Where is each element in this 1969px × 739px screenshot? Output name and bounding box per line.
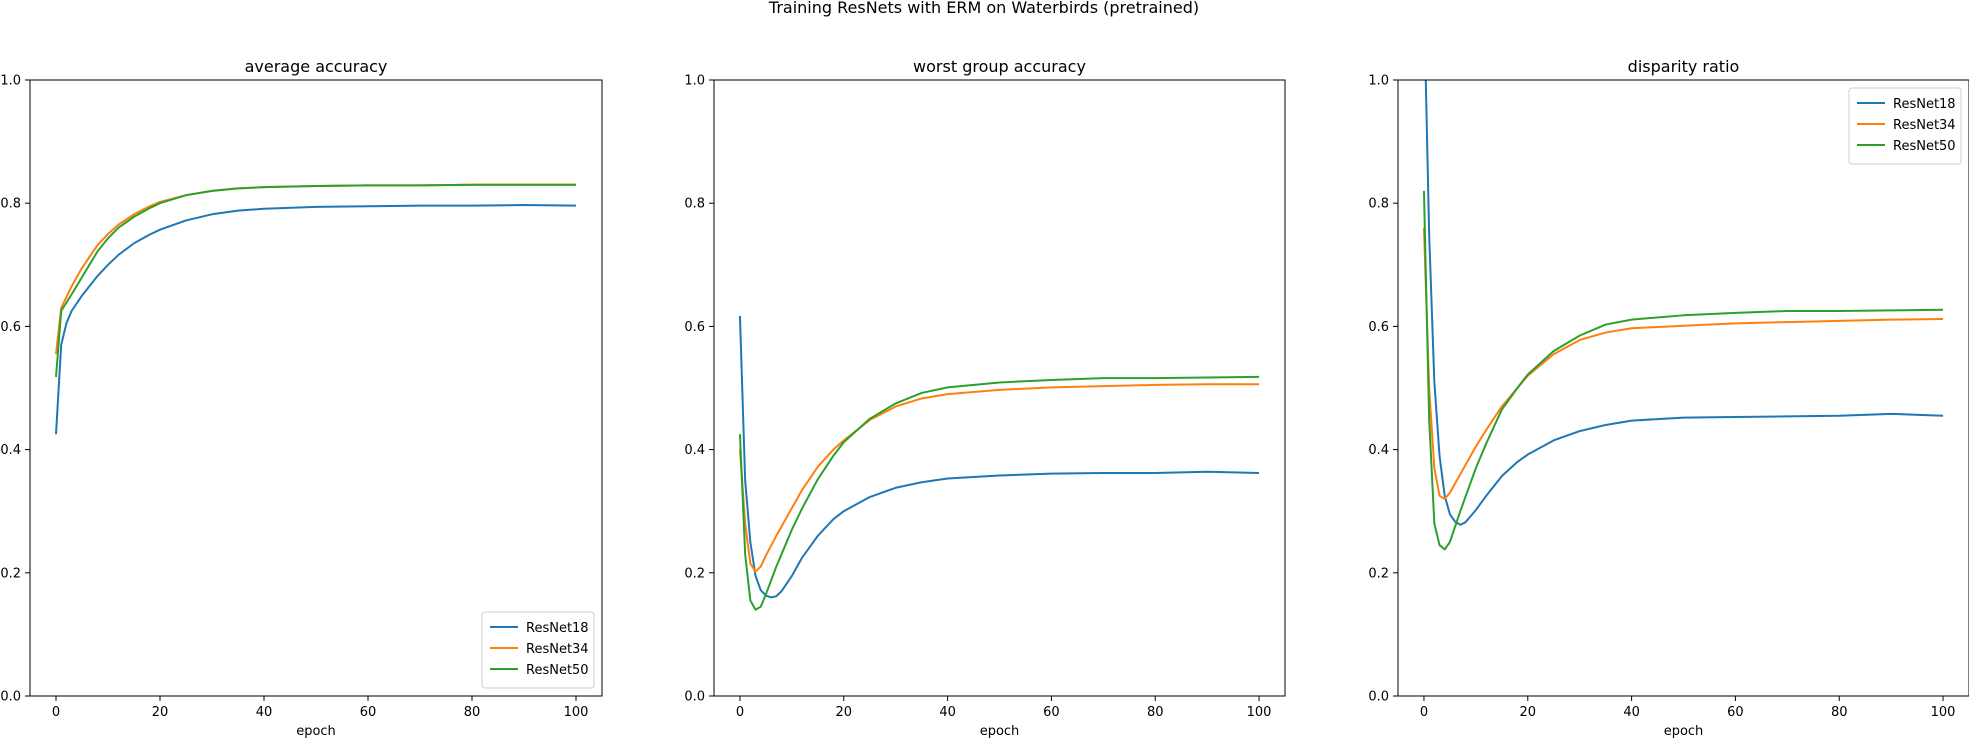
x-tick-label: 80 — [1147, 705, 1164, 720]
chart-panel-2: worst group accuracy 0 20 40 60 80 100 0.0 0.2 0.… — [684, 57, 1286, 739]
series-line-resnet18 — [55, 204, 577, 435]
x-tick-label: 60 — [1727, 705, 1744, 720]
chart-title: disparity ratio — [1628, 57, 1740, 76]
legend: ResNet18 ResNet34 ResNet50 — [1848, 87, 1962, 165]
y-tick-label: 1.0 — [1368, 74, 1389, 89]
y-tick-label: 0.0 — [0, 690, 21, 705]
y-tick-label: 0.8 — [684, 197, 705, 212]
legend-label-resnet18: ResNet18 — [526, 621, 589, 636]
y-tick-label: 0.2 — [684, 566, 705, 581]
y-tick-label: 1.0 — [684, 74, 705, 89]
y-tick-label: 0.0 — [1368, 690, 1389, 705]
chart-title: average accuracy — [245, 57, 388, 76]
y-tick-label: 0.6 — [0, 320, 21, 335]
y-tick-label: 0.4 — [684, 443, 705, 458]
series-line-resnet34 — [1422, 227, 1944, 500]
legend-label-resnet50: ResNet50 — [526, 663, 589, 678]
y-tick-label: 0.2 — [1368, 566, 1389, 581]
y-tick-label: 0.8 — [0, 197, 21, 212]
series-group — [738, 315, 1260, 611]
figure-suptitle: Training ResNets with ERM on Waterbirds … — [768, 0, 1199, 17]
chart-panel-3: disparity ratio 0 20 40 60 80 100 0.0 0.2 0.4 0.6 0… — [1368, 57, 1969, 739]
series-group — [55, 183, 577, 435]
x-tick-label: 60 — [360, 705, 377, 720]
series-line-resnet50 — [55, 183, 576, 377]
x-axis-label: epoch — [296, 724, 336, 739]
x-tick-label: 20 — [835, 705, 852, 720]
x-tick-label: 100 — [564, 705, 589, 720]
x-axis-label: epoch — [980, 724, 1020, 739]
axes-frame — [29, 79, 603, 697]
x-tick-label: 100 — [1247, 705, 1272, 720]
x-tick-label: 80 — [464, 705, 481, 720]
y-tick-label: 0.2 — [0, 566, 21, 581]
x-tick-label: 60 — [1043, 705, 1060, 720]
legend-label-resnet34: ResNet34 — [526, 642, 589, 657]
series-line-resnet18 — [738, 315, 1260, 599]
x-tick-label: 20 — [152, 705, 169, 720]
y-tick-label: 0.4 — [0, 443, 21, 458]
legend-label-resnet34: ResNet34 — [1893, 118, 1956, 133]
series-group — [1422, 80, 1944, 551]
charts-container: average accuracy 0 20 40 60 80 100 0.0 0.2 0.4 0.6… — [0, 57, 1969, 739]
legend: ResNet18 ResNet34 ResNet50 — [481, 611, 595, 689]
axes-frame — [1397, 79, 1969, 697]
series-line-resnet34 — [738, 383, 1260, 573]
chart-panel-1: average accuracy 0 20 40 60 80 100 0.0 0.2 0.4 0.6… — [0, 57, 603, 739]
series-line-resnet50 — [738, 375, 1260, 611]
y-tick-label: 0.4 — [1368, 443, 1389, 458]
x-tick-label: 40 — [939, 705, 956, 720]
series-line-resnet18 — [1424, 80, 1944, 526]
axes-frame — [713, 79, 1286, 697]
y-tick-label: 0.6 — [1368, 320, 1389, 335]
series-line-resnet34 — [55, 183, 576, 355]
x-tick-label: 40 — [1623, 705, 1640, 720]
x-tick-label: 0 — [1420, 705, 1428, 720]
x-tick-label: 20 — [1519, 705, 1536, 720]
x-axis-label: epoch — [1664, 724, 1704, 739]
chart-title: worst group accuracy — [913, 57, 1086, 76]
y-tick-label: 0.0 — [684, 690, 705, 705]
x-tick-label: 100 — [1931, 705, 1956, 720]
y-tick-label: 0.6 — [684, 320, 705, 335]
legend-label-resnet18: ResNet18 — [1893, 97, 1956, 112]
x-tick-label: 40 — [256, 705, 273, 720]
x-tick-label: 0 — [52, 705, 60, 720]
legend-label-resnet50: ResNet50 — [1893, 139, 1956, 154]
series-line-resnet50 — [1422, 190, 1944, 551]
y-tick-label: 1.0 — [0, 74, 21, 89]
y-tick-label: 0.8 — [1368, 197, 1389, 212]
x-tick-label: 80 — [1831, 705, 1848, 720]
x-tick-label: 0 — [736, 705, 744, 720]
